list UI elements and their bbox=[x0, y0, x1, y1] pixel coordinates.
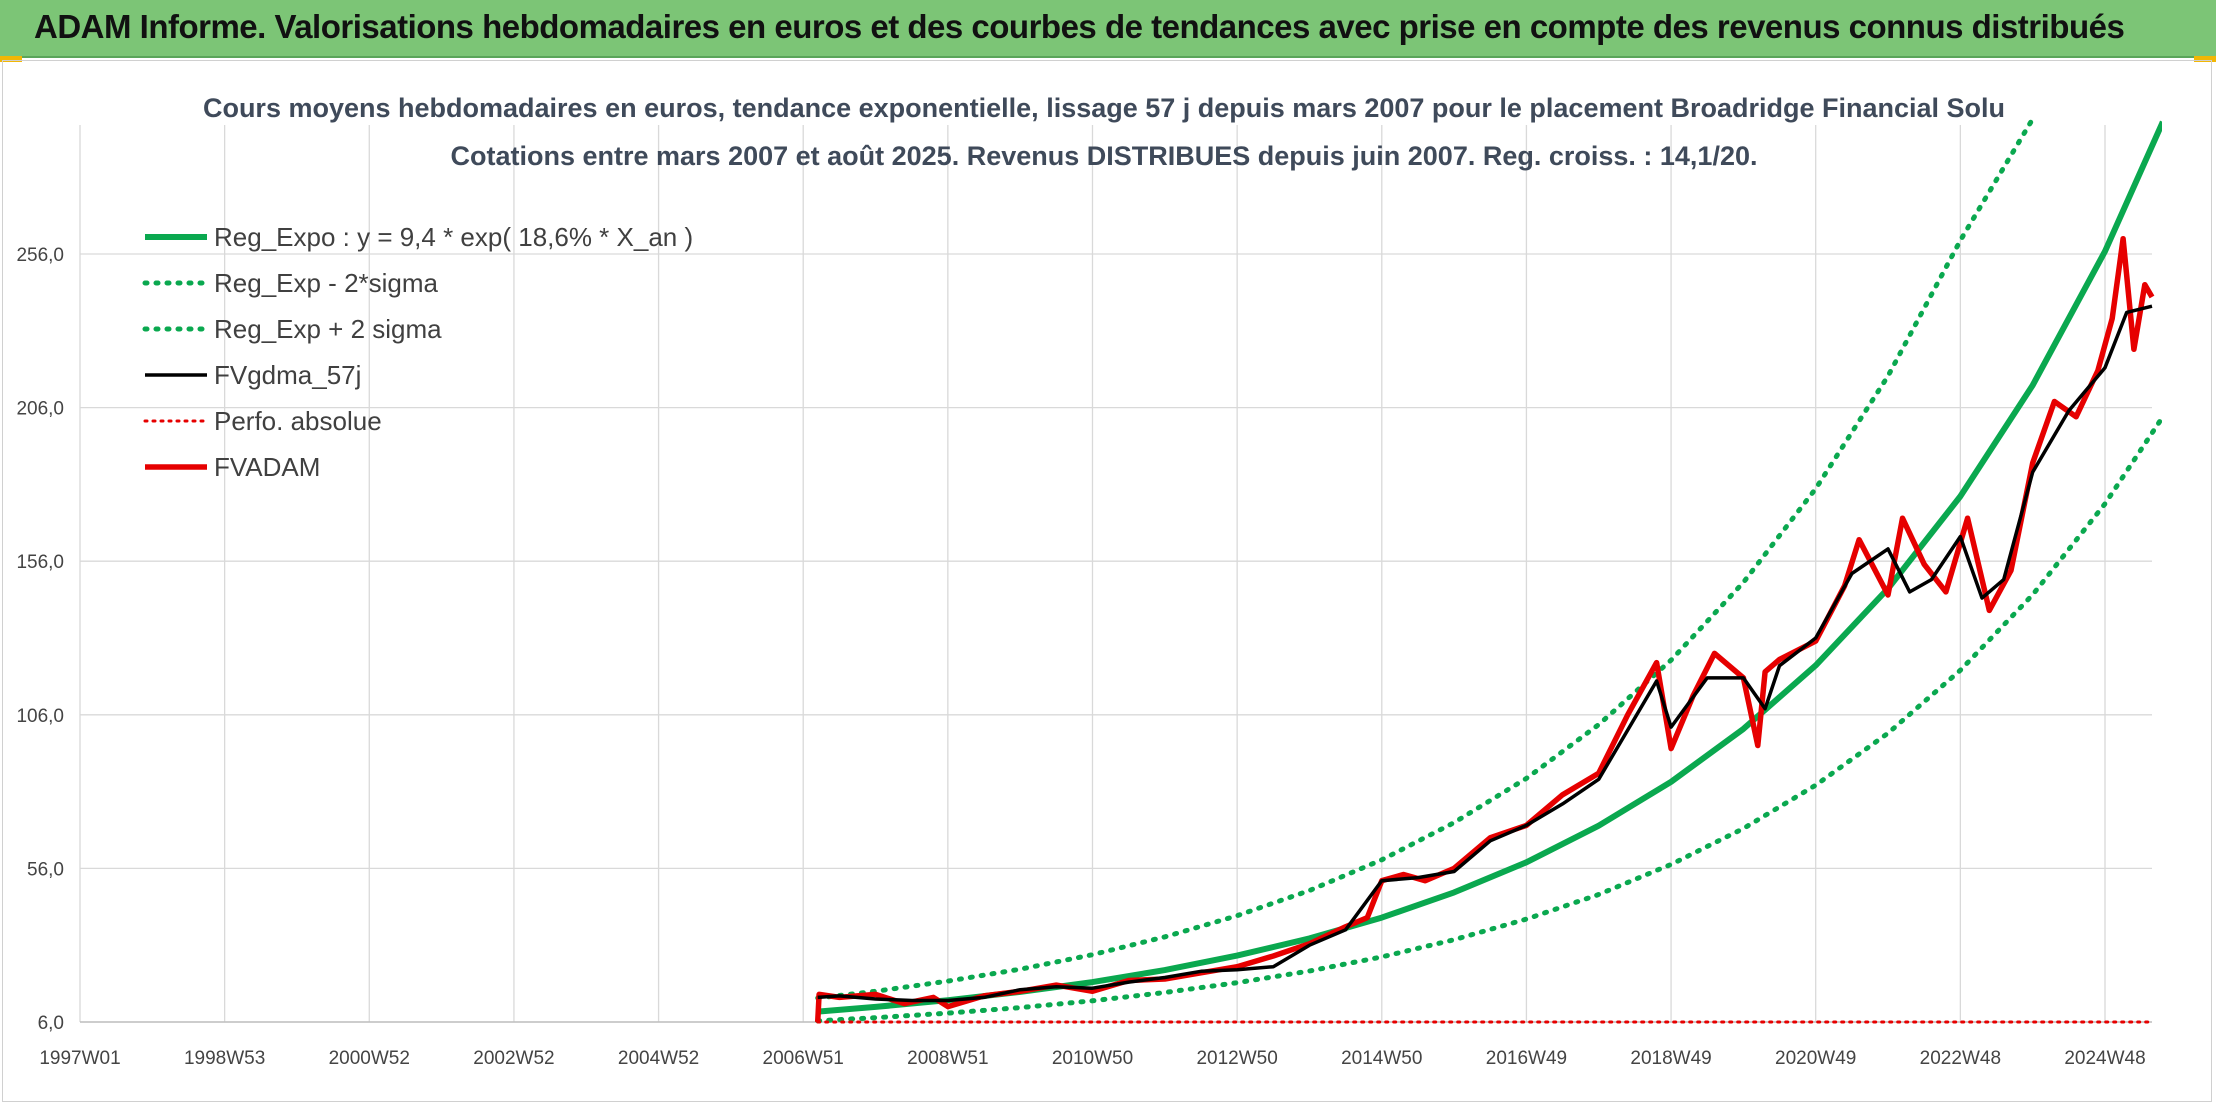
x-tick-label-11: 2018W49 bbox=[1630, 1048, 1711, 1069]
series-group bbox=[814, 118, 2162, 1024]
series-line-reg_minus bbox=[815, 414, 2162, 1024]
report-banner: ADAM Informe. Valorisations hebdomadaire… bbox=[0, 0, 2216, 58]
legend-label-fvadam: FVADAM bbox=[214, 452, 320, 482]
y-tick-label-5: 256,0 bbox=[16, 245, 64, 266]
y-tick-label-4: 206,0 bbox=[16, 399, 64, 420]
y-tick-label-1: 56,0 bbox=[27, 859, 64, 880]
x-tick-label-6: 2008W51 bbox=[907, 1048, 988, 1069]
legend-label-reg_plus: Reg_Exp + 2 sigma bbox=[214, 314, 442, 344]
y-tick-label-2: 106,0 bbox=[16, 706, 64, 727]
x-tick-label-2: 2000W52 bbox=[329, 1048, 410, 1069]
corner-mark-right bbox=[2194, 56, 2216, 62]
x-tick-label-13: 2022W48 bbox=[1920, 1048, 2001, 1069]
legend-label-reg_expo: Reg_Expo : y = 9,4 * exp( 18,6% * X_an ) bbox=[214, 222, 693, 252]
x-tick-label-1: 1998W53 bbox=[184, 1048, 265, 1069]
x-tick-label-7: 2010W50 bbox=[1052, 1048, 1133, 1069]
x-tick-label-0: 1997W01 bbox=[39, 1048, 120, 1069]
legend-label-fvgdma: FVgdma_57j bbox=[214, 360, 361, 390]
series-line-reg_expo bbox=[817, 120, 2162, 1015]
series-line-fvadam bbox=[814, 235, 2155, 1023]
x-tick-label-8: 2012W50 bbox=[1196, 1048, 1277, 1069]
legend-label-perfo: Perfo. absolue bbox=[214, 406, 382, 436]
chart-title: Cours moyens hebdomadaires en euros, ten… bbox=[203, 93, 2005, 123]
y-tick-label-3: 156,0 bbox=[16, 552, 64, 573]
series-line-fvgdma bbox=[817, 304, 2153, 1003]
x-tick-label-9: 2014W50 bbox=[1341, 1048, 1422, 1069]
chart-frame bbox=[2, 60, 2212, 1102]
x-tick-label-10: 2016W49 bbox=[1486, 1048, 1567, 1069]
legend-label-reg_minus: Reg_Exp - 2*sigma bbox=[214, 268, 439, 298]
chart-subtitle: Cotations entre mars 2007 et août 2025. … bbox=[451, 141, 1758, 171]
corner-mark-left bbox=[0, 56, 22, 62]
series-line-reg_plus bbox=[815, 118, 2036, 1001]
report-title: ADAM Informe. Valorisations hebdomadaire… bbox=[34, 8, 2125, 45]
x-tick-label-4: 2004W52 bbox=[618, 1048, 699, 1069]
x-tick-label-3: 2002W52 bbox=[473, 1048, 554, 1069]
legend: Reg_Expo : y = 9,4 * exp( 18,6% * X_an )… bbox=[142, 222, 693, 482]
y-tick-label-0: 6,0 bbox=[38, 1013, 64, 1034]
x-tick-label-5: 2006W51 bbox=[763, 1048, 844, 1069]
grid-lines bbox=[79, 125, 2152, 1023]
x-tick-label-12: 2020W49 bbox=[1775, 1048, 1856, 1069]
axis-labels: 1997W01 1998W53 2000W52 2002W52 2004W52 2006W… bbox=[16, 245, 2145, 1069]
x-tick-label-14: 2024W48 bbox=[2064, 1048, 2145, 1069]
